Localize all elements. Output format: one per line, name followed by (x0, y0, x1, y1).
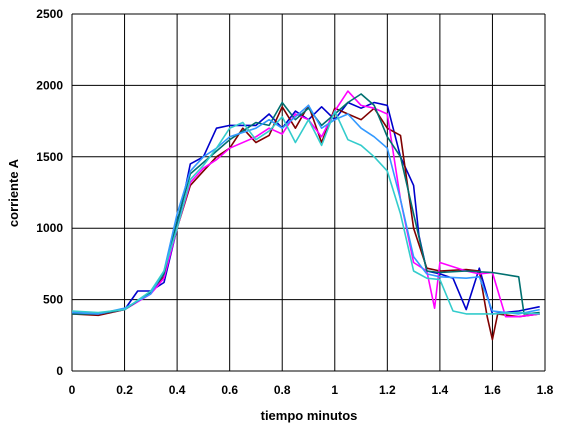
x-tick-label: 1.8 (537, 383, 554, 397)
series-line-5 (71, 104, 540, 315)
series-lines (71, 90, 540, 341)
y-tick-label: 1500 (36, 150, 63, 164)
x-tick-label: 0.8 (274, 383, 291, 397)
x-tick-label: 1.6 (484, 383, 501, 397)
series-line-1 (71, 101, 540, 315)
y-axis-label: corriente A (6, 158, 21, 227)
y-tick-label: 2500 (36, 7, 63, 21)
y-tick-label: 2000 (36, 78, 63, 92)
y-tick-label: 1000 (36, 221, 63, 235)
x-tick-label: 0.2 (116, 383, 133, 397)
x-tick-labels: 0 0.2 0.4 0.6 0.8 1 1.2 1.4 1.6 1.8 (69, 383, 554, 397)
x-tick-label: 1.4 (432, 383, 449, 397)
x-tick-label: 0.6 (221, 383, 238, 397)
x-tick-label: 0 (69, 383, 76, 397)
x-axis-label: tiempo minutos (261, 408, 358, 423)
x-tick-label: 0.4 (169, 383, 186, 397)
x-tick-label: 1 (331, 383, 338, 397)
y-tick-label: 500 (43, 293, 63, 307)
y-tick-label: 0 (56, 364, 63, 378)
series-line-6 (71, 110, 540, 315)
series-line-4 (72, 93, 540, 315)
series-line-2 (71, 104, 540, 341)
y-tick-labels: 0 500 1000 1500 2000 2500 (36, 7, 63, 378)
x-tick-label: 1.2 (379, 383, 396, 397)
gridlines (71, 13, 546, 372)
